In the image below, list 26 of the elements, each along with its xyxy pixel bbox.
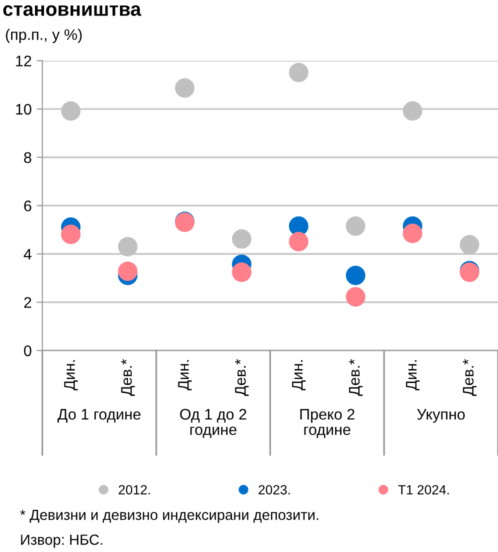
text: Преко 2 године xyxy=(300,408,354,438)
text: Укупно xyxy=(417,409,465,423)
x-tick-label: Дев.* xyxy=(235,359,249,396)
y-tick-label: 8 xyxy=(24,152,32,164)
x-tick-label: Дев.* xyxy=(349,359,363,396)
text: Извор: НБС. xyxy=(21,534,102,548)
text: До 1 године xyxy=(58,409,140,423)
text: * Девизни и девизно индексирани депозити. xyxy=(20,510,318,523)
y-tick-label: 6 xyxy=(24,200,32,212)
legend-label: 2012. xyxy=(118,485,150,494)
y-tick-label: 4 xyxy=(24,248,32,260)
y-tick-label: 2 xyxy=(24,297,32,308)
chart-title: становништва xyxy=(3,5,142,16)
y-tick-label: 10 xyxy=(16,104,32,115)
legend-label: 2023. xyxy=(258,485,290,494)
x-tick-label: Дев.* xyxy=(462,359,477,396)
text: Од 1 до 2 године xyxy=(180,408,246,438)
x-tick-label: Дин. xyxy=(64,360,78,390)
y-tick-label: 12 xyxy=(16,56,32,66)
legend-label: Т1 2024. xyxy=(398,485,449,494)
x-tick-label: Дев.* xyxy=(121,359,135,396)
x-tick-label: Дин. xyxy=(178,360,192,390)
chart-subtitle: (пр.п., у %) xyxy=(6,28,82,43)
x-tick-label: Дин. xyxy=(406,360,420,390)
y-tick-label: 0 xyxy=(24,345,32,356)
x-tick-label: Дин. xyxy=(292,360,306,390)
